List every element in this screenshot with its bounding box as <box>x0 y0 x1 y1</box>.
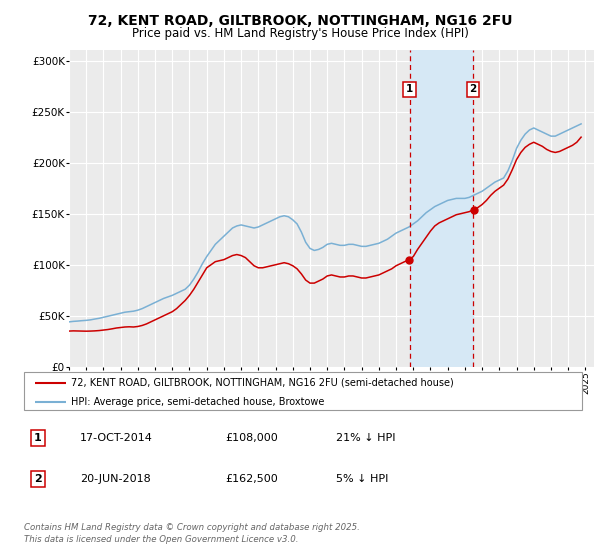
Text: 2: 2 <box>34 474 42 484</box>
Text: Contains HM Land Registry data © Crown copyright and database right 2025.
This d: Contains HM Land Registry data © Crown c… <box>24 523 360 544</box>
Text: Price paid vs. HM Land Registry's House Price Index (HPI): Price paid vs. HM Land Registry's House … <box>131 27 469 40</box>
Text: 21% ↓ HPI: 21% ↓ HPI <box>337 433 396 442</box>
Bar <box>410 50 473 367</box>
Text: 20-JUN-2018: 20-JUN-2018 <box>80 474 151 484</box>
Text: 5% ↓ HPI: 5% ↓ HPI <box>337 474 389 484</box>
Text: 72, KENT ROAD, GILTBROOK, NOTTINGHAM, NG16 2FU: 72, KENT ROAD, GILTBROOK, NOTTINGHAM, NG… <box>88 14 512 28</box>
Text: 1: 1 <box>34 433 42 442</box>
Text: 2: 2 <box>469 84 476 94</box>
Text: 72, KENT ROAD, GILTBROOK, NOTTINGHAM, NG16 2FU (semi-detached house): 72, KENT ROAD, GILTBROOK, NOTTINGHAM, NG… <box>71 377 454 388</box>
Text: £108,000: £108,000 <box>225 433 278 442</box>
Text: 1: 1 <box>406 84 413 94</box>
Text: 17-OCT-2014: 17-OCT-2014 <box>80 433 152 442</box>
Text: HPI: Average price, semi-detached house, Broxtowe: HPI: Average price, semi-detached house,… <box>71 396 325 407</box>
Text: £162,500: £162,500 <box>225 474 278 484</box>
